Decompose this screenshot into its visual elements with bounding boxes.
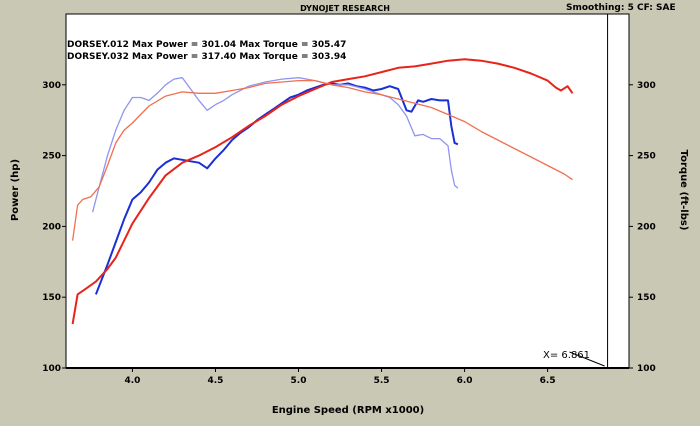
y2-tick-label-2: 200 bbox=[637, 222, 656, 232]
x-axis-label: Engine Speed (RPM x1000) bbox=[272, 405, 424, 416]
series-line-dorsey-012-power bbox=[94, 82, 459, 295]
smoothing-label: Smoothing: 5 CF: SAE bbox=[566, 3, 676, 13]
x-tick-label-3: 5.5 bbox=[374, 376, 390, 386]
y-tick-label-4: 300 bbox=[42, 81, 61, 91]
x-tick-label-0: 4.0 bbox=[124, 376, 140, 386]
y-tick-label-0: 100 bbox=[42, 364, 61, 374]
cursor-readout: X= 6.861 bbox=[543, 350, 590, 361]
y-axis-label-torque: Torque (ft-lbs) bbox=[678, 150, 689, 231]
y-tick-label-3: 250 bbox=[42, 152, 61, 162]
cursor-pointer bbox=[569, 351, 605, 367]
x-tick-label-4: 6.0 bbox=[457, 376, 473, 386]
run-summary-012: DORSEY.012 Max Power = 301.04 Max Torque… bbox=[67, 40, 346, 50]
y2-tick-label-3: 250 bbox=[637, 152, 656, 162]
chart-title: DYNOJET RESEARCH bbox=[300, 4, 390, 13]
y-tick-label-2: 200 bbox=[42, 222, 61, 232]
x-tick-label-1: 4.5 bbox=[207, 376, 223, 386]
y-axis-power: 100 150 200 250 300 bbox=[42, 81, 66, 374]
x-tick-label-2: 5.0 bbox=[291, 376, 307, 386]
y2-tick-label-0: 100 bbox=[637, 364, 656, 374]
series-layer bbox=[71, 58, 574, 325]
series-line-dorsey-032-torque bbox=[71, 79, 573, 241]
x-axis: 4.0 4.5 5.0 5.5 6.0 6.5 bbox=[124, 368, 556, 386]
y2-tick-label-4: 300 bbox=[637, 81, 656, 91]
x-tick-label-5: 6.5 bbox=[540, 376, 556, 386]
series-line-dorsey-032-power bbox=[71, 58, 574, 325]
y-axis-torque: 100 150 200 250 300 bbox=[629, 81, 656, 374]
y-tick-label-1: 150 bbox=[42, 293, 61, 303]
run-summary-032: DORSEY.032 Max Power = 317.40 Max Torque… bbox=[67, 52, 346, 62]
y-axis-label-power: Power (hp) bbox=[10, 159, 21, 221]
plot-area bbox=[65, 13, 630, 369]
series-line-dorsey-012-torque bbox=[91, 77, 459, 213]
y2-tick-label-1: 150 bbox=[637, 293, 656, 303]
